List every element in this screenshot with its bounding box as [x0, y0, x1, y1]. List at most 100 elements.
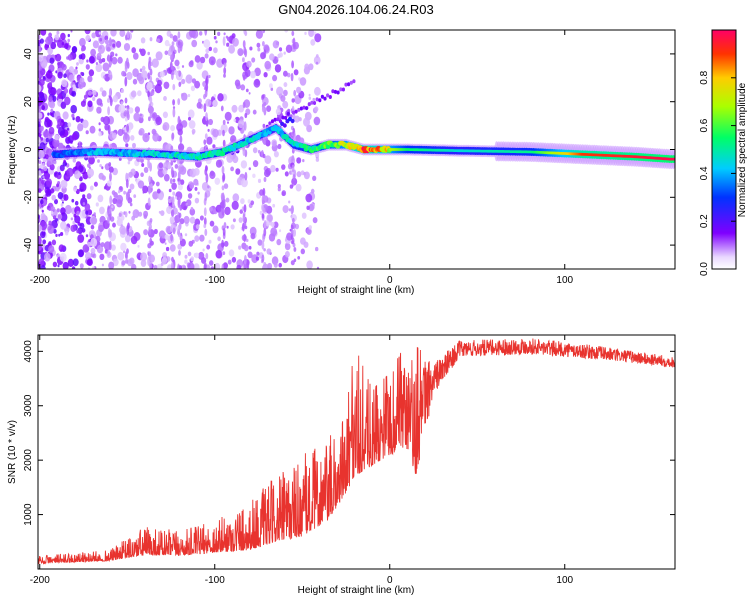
spectrogram-noise-cell: [256, 42, 261, 48]
spectrogram-streak-cell: [203, 103, 207, 113]
spectrogram-noise-cell: [117, 190, 121, 194]
spectrogram-noise-cell: [38, 243, 42, 251]
spectrogram-noise-cell: [199, 234, 205, 242]
spectrogram-noise-cell: [215, 159, 223, 168]
spectrogram-noise-cell: [92, 89, 97, 96]
spectrogram-noise-cell: [249, 46, 253, 51]
spectrogram-noise-cell: [69, 45, 71, 48]
spectrogram-noise-cell: [233, 118, 237, 123]
spectrogram-noise-cell: [250, 232, 256, 240]
spectrogram-noise-cell: [41, 230, 46, 236]
spectrogram-noise-cell: [38, 34, 41, 40]
spectrogram-noise-cell: [130, 90, 137, 98]
spectrogram-streak-cell: [261, 203, 264, 212]
spectrogram-noise-cell: [98, 224, 104, 232]
spectrogram-streak-cell: [291, 155, 295, 161]
spectrogram-streak-cell: [205, 75, 209, 86]
spectrogram-noise-cell: [283, 70, 288, 77]
spectrogram-noise-cell: [131, 263, 137, 269]
spectrogram-streak-cell: [261, 106, 265, 113]
spectrogram-streak-cell: [292, 174, 296, 181]
spectrogram-noise-cell: [227, 259, 232, 265]
spectrogram-noise-cell: [297, 255, 301, 260]
snr-ytick-label: 3000: [23, 394, 34, 417]
spectrogram-noise-cell: [277, 143, 282, 150]
spectrogram-streak-cell: [262, 123, 266, 129]
spectrogram-noise-cell: [76, 229, 80, 234]
spectrogram-noise-cell: [254, 67, 261, 77]
spectrogram-noise-cell: [209, 260, 214, 266]
spectrogram-noise-cell: [40, 30, 47, 36]
spectrogram-noise-cell: [98, 128, 102, 132]
spectrogram-streak-cell: [263, 228, 267, 237]
spectrogram-noise-cell: [90, 247, 96, 255]
spectrogram-streak-cell: [108, 37, 112, 46]
spectrogram-streak-cell: [262, 41, 265, 47]
spectrogram-noise-cell: [158, 193, 164, 201]
spectrogram-noise-cell: [168, 188, 172, 193]
spectrogram-noise-cell: [46, 70, 53, 79]
spectrogram-noise-cell: [50, 41, 57, 50]
spectrogram-noise-cell: [238, 217, 243, 223]
spectrogram-noise-cell: [53, 160, 57, 165]
spectrogram-noise-cell: [111, 205, 114, 209]
spectrogram-streak-cell: [150, 183, 153, 189]
spectrogram-streak-cell: [293, 229, 296, 237]
spectrogram-noise-cell: [67, 38, 70, 43]
spectrogram-noise-cell: [228, 126, 235, 135]
spectrogram-noise-cell: [269, 53, 275, 61]
spectrogram-noise-cell: [303, 241, 309, 248]
spectrogram-noise-cell: [98, 122, 101, 126]
spectrogram-streak-cell: [171, 132, 175, 140]
spectrogram-streak-cell: [243, 30, 247, 35]
spectrogram-noise-cell: [184, 233, 188, 237]
spectrogram-noise-cell: [70, 104, 77, 114]
spectrogram-noise-cell: [73, 186, 78, 192]
spectrogram-noise-cell: [191, 78, 197, 84]
spectrogram-streak-cell: [148, 175, 152, 183]
spectrogram-streak-cell: [178, 70, 182, 77]
spectrogram-streak-cell: [124, 65, 128, 73]
spectrogram-streak-cell: [242, 213, 246, 223]
spectrogram-noise-cell: [86, 59, 89, 63]
spectrogram-noise-cell: [282, 205, 289, 214]
spectrogram-noise-cell: [61, 256, 65, 260]
spectrogram-noise-cell: [101, 166, 104, 170]
spectrogram-noise-cell: [164, 234, 170, 241]
spectrogram-noise-cell: [281, 190, 287, 197]
spectrogram-streak-cell: [124, 76, 128, 87]
spectrogram-streak-cell: [177, 180, 181, 186]
spectrogram-noise-cell: [90, 224, 95, 230]
spectrogram-noise-cell: [38, 121, 41, 128]
spectrogram-streak-cell: [223, 222, 227, 229]
spectrogram-noise-cell: [38, 160, 42, 165]
spectrogram-noise-cell: [263, 72, 268, 78]
spectrogram-noise-cell: [38, 70, 44, 79]
spectrogram-ytick-label: -20: [23, 190, 34, 205]
spectrogram-noise-cell: [276, 86, 284, 96]
spectrogram-streak-cell: [179, 235, 183, 242]
spectrogram-noise-cell: [75, 161, 82, 169]
spectrogram-noise-cell: [308, 96, 312, 100]
spectrogram-noise-cell: [80, 100, 86, 107]
spectrogram-noise-cell: [298, 117, 302, 122]
spectrogram-noise-cell: [306, 205, 310, 210]
spectrogram-noise-cell: [245, 238, 249, 242]
spectrogram-noise-cell: [280, 95, 286, 102]
spectrogram-noise-cell: [158, 162, 164, 169]
spectrogram-streak-cell: [109, 55, 113, 62]
spectrogram-noise-cell: [296, 86, 302, 94]
spectrogram-noise-cell: [58, 171, 61, 176]
spectrogram-noise-cell: [87, 168, 94, 178]
spectrogram-noise-cell: [95, 202, 99, 207]
spectrogram-noise-cell: [60, 32, 66, 41]
spectrogram-branch-cell: [281, 115, 285, 120]
spectrogram-noise-cell: [152, 191, 159, 200]
spectrogram-noise-cell: [251, 57, 256, 63]
spectrogram-noise-cell: [55, 233, 58, 237]
spectrogram-noise-cell: [209, 220, 215, 227]
spectrogram-streak-cell: [290, 72, 294, 82]
spectrogram-noise-cell: [306, 196, 310, 201]
spectrogram-noise-cell: [238, 104, 245, 113]
spectrogram-noise-cell: [60, 203, 64, 207]
